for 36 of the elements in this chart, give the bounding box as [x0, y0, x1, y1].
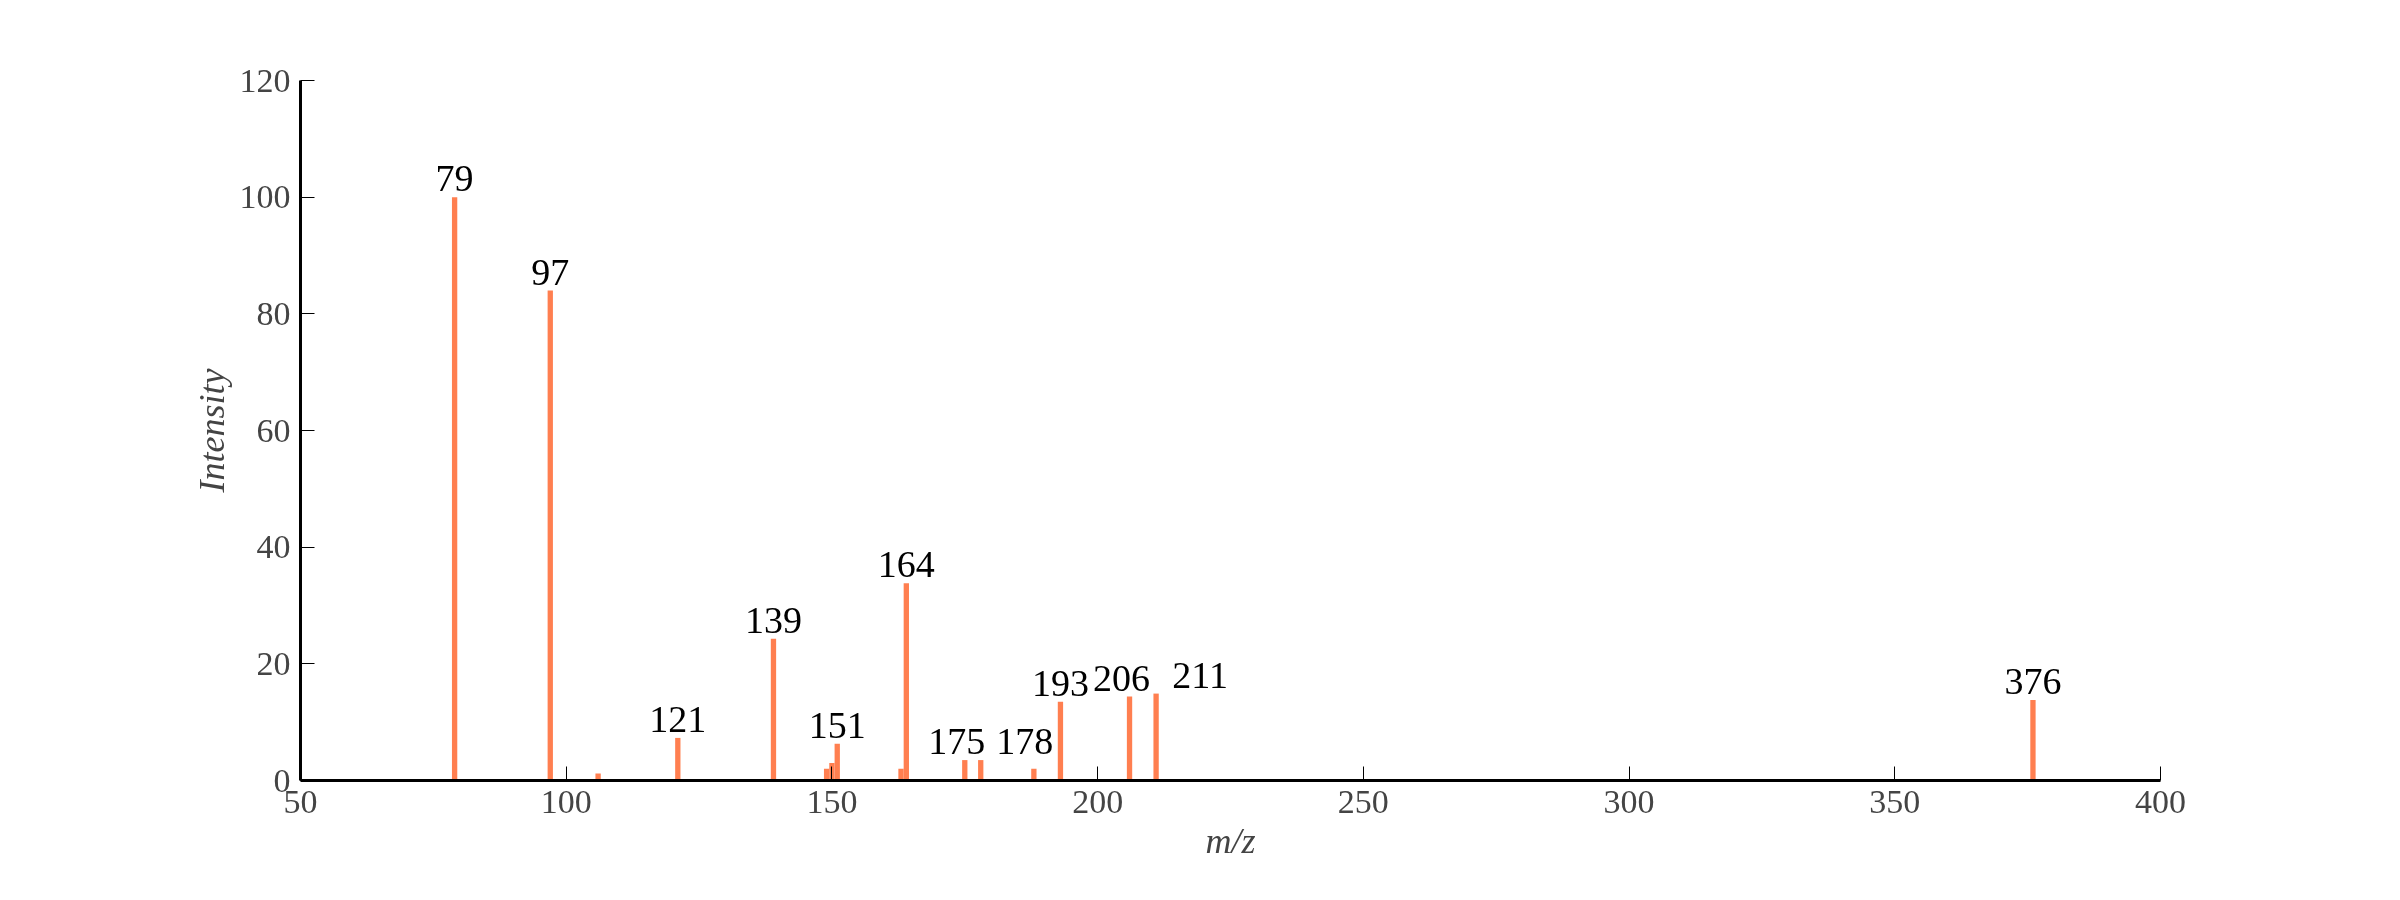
bar [2030, 700, 2036, 781]
bar [451, 197, 458, 781]
annotation: 211 [1172, 653, 1228, 696]
y-tick-label: 40 [256, 528, 291, 566]
y-axis-title: Intensity [191, 368, 232, 494]
x-tick-label: 200 [1072, 782, 1124, 820]
bar [1153, 693, 1159, 781]
x-axis-title: m/z [1205, 820, 1256, 861]
annotation: 178 [996, 720, 1054, 763]
bar [675, 737, 681, 781]
bar [1126, 696, 1133, 781]
annotation: 164 [877, 543, 935, 586]
bar [1057, 701, 1064, 781]
bar [547, 290, 553, 781]
y-tick-label: 80 [256, 294, 291, 332]
x-tick-label: 300 [1603, 782, 1655, 820]
annotation: 79 [435, 157, 474, 200]
x-tick-label: 100 [540, 782, 592, 820]
annotation: 97 [531, 250, 570, 293]
x-tick-label: 400 [2135, 782, 2186, 820]
annotation: 376 [2004, 660, 2062, 702]
annotation: 175 [928, 720, 986, 763]
y-tick-label: 20 [256, 644, 291, 682]
bar [1031, 768, 1037, 781]
x-tick-label: 150 [806, 782, 858, 820]
y-tick-label: 100 [239, 178, 291, 216]
bar [770, 638, 777, 781]
y-tick-label: 60 [256, 411, 291, 449]
annotation: 206 [1093, 656, 1151, 699]
annotation: 193 [1031, 661, 1089, 704]
annotation: 139 [744, 598, 802, 641]
x-tick-label: 250 [1337, 782, 1389, 820]
annotation: 151 [808, 703, 866, 746]
x-tick-label: 350 [1869, 782, 1921, 820]
y-tick-label: 120 [239, 61, 291, 99]
annotation: 121 [649, 697, 707, 740]
